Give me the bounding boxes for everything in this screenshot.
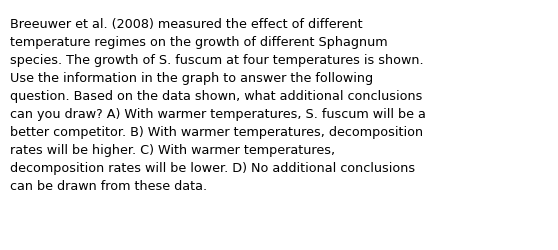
Text: Breeuwer et al. (2008) measured the effect of different
temperature regimes on t: Breeuwer et al. (2008) measured the effe… [10, 18, 426, 192]
